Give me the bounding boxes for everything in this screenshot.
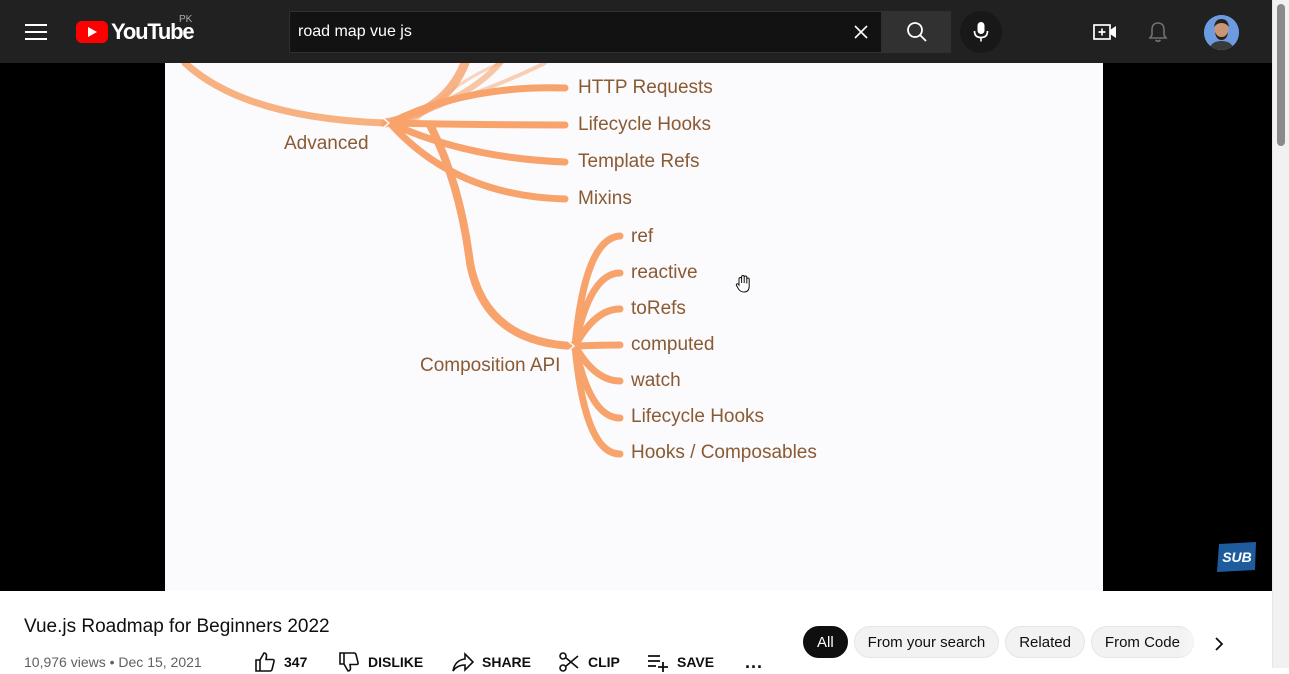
menu-button[interactable] bbox=[18, 14, 54, 50]
create-button[interactable] bbox=[1090, 18, 1120, 46]
like-button[interactable]: 347 bbox=[254, 650, 307, 674]
thumbs-down-icon bbox=[339, 652, 359, 672]
menu-icon bbox=[25, 24, 47, 40]
mindmap-node: watch bbox=[631, 370, 681, 391]
save-label: SAVE bbox=[677, 654, 715, 670]
chips-next-button[interactable] bbox=[1205, 630, 1233, 658]
logo-text: YouTube bbox=[111, 19, 195, 44]
mindmap-node: reactive bbox=[631, 262, 698, 283]
clip-button[interactable]: CLIP bbox=[558, 650, 620, 674]
video-meta: 10,976 views • Dec 15, 2021 bbox=[24, 654, 202, 670]
search-input[interactable] bbox=[298, 12, 838, 52]
top-bar: YouTube PK bbox=[0, 0, 1272, 63]
mindmap-node: computed bbox=[631, 334, 715, 355]
chip-from-code[interactable]: From Code bbox=[1090, 626, 1194, 658]
mindmap-node: HTTP Requests bbox=[578, 77, 713, 98]
bell-icon bbox=[1148, 22, 1168, 43]
like-count: 347 bbox=[284, 654, 308, 670]
mindmap-node-composition-api: Composition API bbox=[420, 355, 561, 376]
page-scrollbar[interactable] bbox=[1272, 0, 1289, 668]
video-title: Vue.js Roadmap for Beginners 2022 bbox=[24, 616, 330, 637]
youtube-play-icon bbox=[76, 21, 108, 43]
related-filter-chips: All From your search Related From Code bbox=[803, 626, 1235, 660]
subscribe-watermark[interactable]: SUB bbox=[1216, 541, 1258, 573]
mindmap-node-advanced: Advanced bbox=[284, 133, 369, 154]
thumbs-up-icon bbox=[255, 652, 275, 672]
upload-date: Dec 15, 2021 bbox=[118, 654, 202, 670]
dislike-button[interactable]: DISLIKE bbox=[338, 650, 423, 674]
avatar[interactable] bbox=[1204, 15, 1239, 50]
scrollbar-thumb[interactable] bbox=[1277, 4, 1285, 146]
mindmap-node: Template Refs bbox=[578, 151, 700, 172]
mindmap-node: toRefs bbox=[631, 298, 686, 319]
chip-all[interactable]: All bbox=[803, 626, 848, 658]
view-count: 10,976 views bbox=[24, 654, 106, 670]
mindmap-branches bbox=[181, 63, 624, 458]
share-label: SHARE bbox=[482, 654, 532, 670]
mindmap-node: Lifecycle Hooks bbox=[578, 114, 712, 135]
mic-icon bbox=[973, 22, 989, 42]
hand-cursor-icon bbox=[735, 274, 750, 293]
scissors-icon bbox=[559, 652, 579, 672]
mindmap-node: Hooks / Composables bbox=[631, 442, 817, 463]
clip-label: CLIP bbox=[588, 654, 620, 670]
chip-from-your-search[interactable]: From your search bbox=[853, 626, 1000, 658]
avatar-image bbox=[1204, 15, 1239, 50]
youtube-logo[interactable]: YouTube bbox=[76, 18, 195, 46]
create-video-icon bbox=[1093, 24, 1116, 40]
close-icon bbox=[854, 25, 868, 39]
chip-related[interactable]: Related bbox=[1005, 626, 1085, 658]
country-code: PK bbox=[179, 14, 193, 25]
dislike-label: DISLIKE bbox=[368, 654, 424, 670]
playlist-add-icon bbox=[648, 655, 668, 672]
share-button[interactable]: SHARE bbox=[452, 650, 531, 674]
search-box bbox=[289, 11, 882, 53]
voice-search-button[interactable] bbox=[960, 11, 1002, 53]
mindmap-node: ref bbox=[631, 226, 654, 247]
mindmap-node: Lifecycle Hooks bbox=[631, 406, 765, 427]
more-actions-button[interactable]: ... bbox=[745, 650, 763, 674]
video-frame: Advanced HTTP Requests Lifecycle Hooks T… bbox=[165, 63, 1103, 591]
subscribe-watermark-label: SUB bbox=[1222, 549, 1252, 565]
chevron-right-icon bbox=[1215, 637, 1224, 651]
save-button[interactable]: SAVE bbox=[647, 650, 714, 674]
mindmap-node: Mixins bbox=[578, 188, 632, 209]
search-icon bbox=[906, 22, 927, 42]
more-icon: ... bbox=[745, 651, 764, 672]
clear-search-button[interactable] bbox=[849, 20, 873, 44]
meta-separator: • bbox=[109, 654, 119, 670]
video-player[interactable]: Advanced HTTP Requests Lifecycle Hooks T… bbox=[0, 63, 1272, 591]
share-icon bbox=[452, 652, 474, 672]
notifications-button[interactable] bbox=[1143, 18, 1173, 46]
search-button[interactable] bbox=[882, 11, 951, 53]
